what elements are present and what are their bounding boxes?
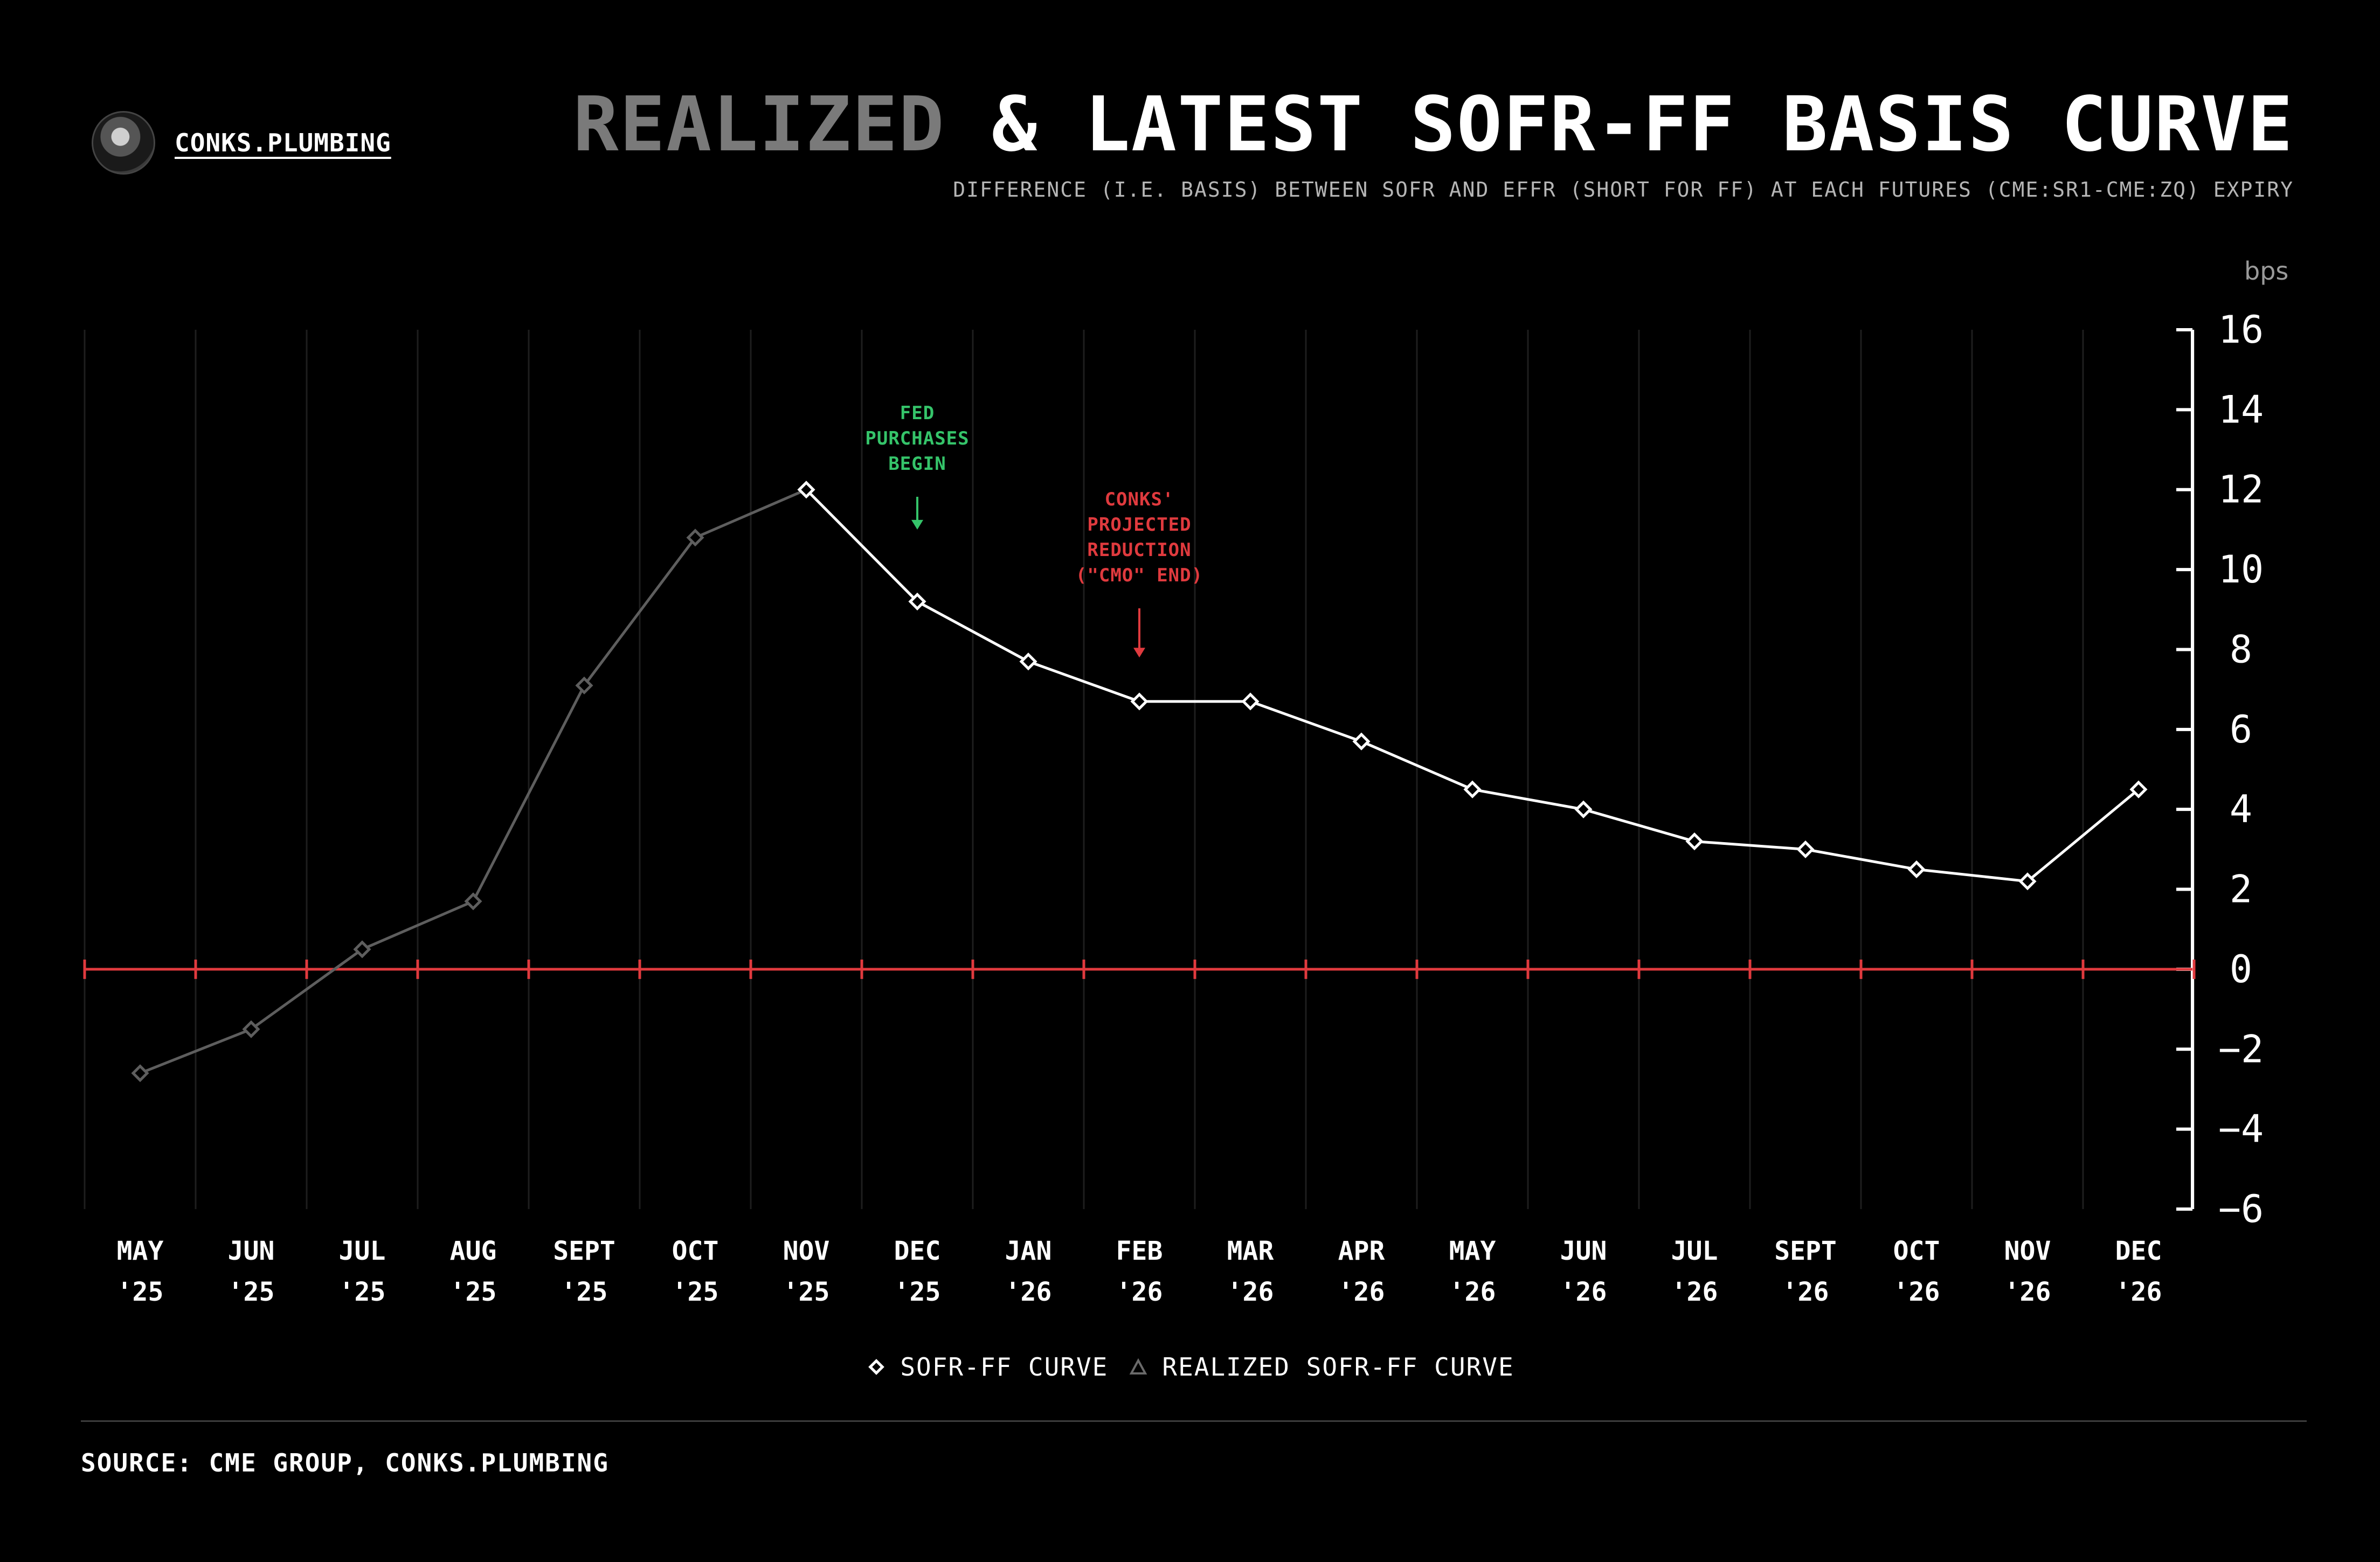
y-tick-label: 2	[2230, 867, 2252, 912]
y-tick-label: −2	[2218, 1027, 2264, 1071]
annotation-text: ("CMO" END)	[1076, 565, 1203, 586]
x-tick-label-month: MAY	[117, 1236, 164, 1266]
data-point-sofr-ff-curve	[1907, 860, 1926, 878]
x-tick-label-month: DEC	[894, 1236, 941, 1266]
x-tick-label-month: APR	[1338, 1236, 1385, 1266]
x-tick-label-year: '26	[1782, 1277, 1829, 1307]
diamond-marker-icon	[868, 1359, 885, 1375]
data-point-sofr-ff-curve	[1685, 832, 1704, 851]
x-tick-label-year: '25	[672, 1277, 719, 1307]
data-point-sofr-ff-curve	[2018, 872, 2037, 891]
annotation-text: CONKS'	[1105, 489, 1174, 510]
data-point-sofr-ff-curve	[2129, 780, 2148, 799]
x-tick-label-month: MAY	[1449, 1236, 1496, 1266]
data-point-realized-sofr-ff-curve	[353, 940, 371, 959]
y-tick-label: 12	[2218, 468, 2264, 512]
title-latest: & LATEST SOFR-FF BASIS CURVE	[945, 81, 2294, 169]
y-tick-label: −6	[2218, 1187, 2264, 1231]
legend-label-sofr-ff: SOFR-FF CURVE	[900, 1352, 1109, 1381]
annotation-text: REDUCTION	[1087, 539, 1191, 561]
data-point-realized-sofr-ff-curve	[131, 1064, 149, 1082]
y-tick-label: 6	[2230, 707, 2252, 752]
data-point-realized-sofr-ff-curve	[242, 1020, 260, 1038]
x-tick-label-month: JAN	[1005, 1236, 1052, 1266]
triangle-marker-icon	[1130, 1358, 1147, 1374]
x-tick-label-month: SEPT	[553, 1236, 615, 1266]
series-line-realized-sofr-ff-curve	[140, 488, 807, 1075]
data-point-sofr-ff-curve	[1130, 692, 1149, 711]
x-tick-label-year: '26	[1227, 1277, 1274, 1307]
x-tick-label-year: '25	[117, 1277, 164, 1307]
annotation-text: PURCHASES	[865, 428, 969, 449]
y-tick-label: 14	[2218, 387, 2264, 432]
data-point-sofr-ff-curve	[797, 481, 815, 499]
data-point-sofr-ff-curve	[1019, 652, 1037, 671]
data-point-realized-sofr-ff-curve	[575, 676, 593, 695]
x-tick-label-month: NOV	[783, 1236, 830, 1266]
x-tick-label-year: '25	[228, 1277, 275, 1307]
annotation-text: PROJECTED	[1087, 514, 1191, 536]
brand[interactable]: CONKS.PLUMBING	[92, 110, 391, 175]
annotation-text: BEGIN	[888, 453, 946, 475]
y-tick-label: 0	[2230, 947, 2252, 991]
x-tick-label-month: NOV	[2004, 1236, 2051, 1266]
y-tick-label: −4	[2218, 1107, 2264, 1151]
chart-subtitle: DIFFERENCE (I.E. BASIS) BETWEEN SOFR AND…	[953, 178, 2294, 202]
y-axis-unit-label: bps	[2244, 256, 2289, 286]
x-tick-label-month: OCT	[672, 1236, 719, 1266]
x-tick-label-year: '25	[894, 1277, 941, 1307]
x-tick-label-year: '26	[1005, 1277, 1052, 1307]
legend-label-realized: REALIZED SOFR-FF CURVE	[1162, 1352, 1514, 1381]
x-tick-label-year: '25	[450, 1277, 497, 1307]
x-tick-label-month: JUL	[339, 1236, 386, 1266]
x-tick-label-month: AUG	[450, 1236, 497, 1266]
x-tick-label-month: FEB	[1116, 1236, 1163, 1266]
title-realized: REALIZED	[573, 81, 945, 169]
y-tick-label: 10	[2218, 547, 2264, 592]
annotation-arrowhead	[1133, 648, 1145, 658]
x-tick-label-year: '25	[783, 1277, 830, 1307]
x-tick-label-year: '26	[1116, 1277, 1163, 1307]
annotation-arrowhead	[911, 519, 923, 530]
x-tick-label-month: DEC	[2115, 1236, 2162, 1266]
annotation-text: FED	[900, 402, 935, 424]
data-point-sofr-ff-curve	[1352, 732, 1371, 751]
y-tick-label: 16	[2218, 308, 2264, 352]
y-tick-label: 4	[2230, 787, 2252, 831]
masked-figure-avatar-icon	[92, 111, 155, 175]
data-point-sofr-ff-curve	[1796, 840, 1815, 858]
data-point-sofr-ff-curve	[908, 592, 926, 610]
y-tick-label: 8	[2230, 627, 2252, 671]
source-note: SOURCE: CME GROUP, CONKS.PLUMBING	[81, 1448, 609, 1477]
x-tick-label-year: '26	[1671, 1277, 1718, 1307]
chart-title: REALIZED & LATEST SOFR-FF BASIS CURVE	[573, 81, 2294, 169]
x-tick-label-year: '26	[1893, 1277, 1940, 1307]
x-tick-label-year: '25	[561, 1277, 608, 1307]
data-point-sofr-ff-curve	[1463, 780, 1482, 799]
x-tick-label-month: SEPT	[1774, 1236, 1837, 1266]
series-line-sofr-ff-curve	[805, 488, 2140, 883]
x-tick-label-year: '26	[2115, 1277, 2162, 1307]
x-tick-label-year: '26	[1449, 1277, 1496, 1307]
x-tick-label-year: '26	[1338, 1277, 1385, 1307]
chart-legend: SOFR-FF CURVE REALIZED SOFR-FF CURVE	[0, 1352, 2380, 1381]
data-point-sofr-ff-curve	[1574, 800, 1593, 818]
x-tick-label-month: JUN	[1560, 1236, 1607, 1266]
x-tick-label-year: '26	[1560, 1277, 1607, 1307]
footer-divider	[81, 1420, 2307, 1422]
legend-item-sofr-ff: SOFR-FF CURVE	[866, 1352, 1108, 1381]
x-tick-label-month: JUL	[1671, 1236, 1718, 1266]
data-point-realized-sofr-ff-curve	[686, 529, 704, 547]
brand-link[interactable]: CONKS.PLUMBING	[175, 128, 391, 157]
x-tick-label-month: JUN	[228, 1236, 275, 1266]
legend-item-realized: REALIZED SOFR-FF CURVE	[1127, 1352, 1514, 1381]
x-tick-label-year: '25	[339, 1277, 386, 1307]
data-point-sofr-ff-curve	[1241, 692, 1260, 711]
data-point-realized-sofr-ff-curve	[464, 892, 482, 911]
x-tick-label-month: MAR	[1227, 1236, 1274, 1266]
x-tick-label-month: OCT	[1893, 1236, 1940, 1266]
x-tick-label-year: '26	[2004, 1277, 2051, 1307]
